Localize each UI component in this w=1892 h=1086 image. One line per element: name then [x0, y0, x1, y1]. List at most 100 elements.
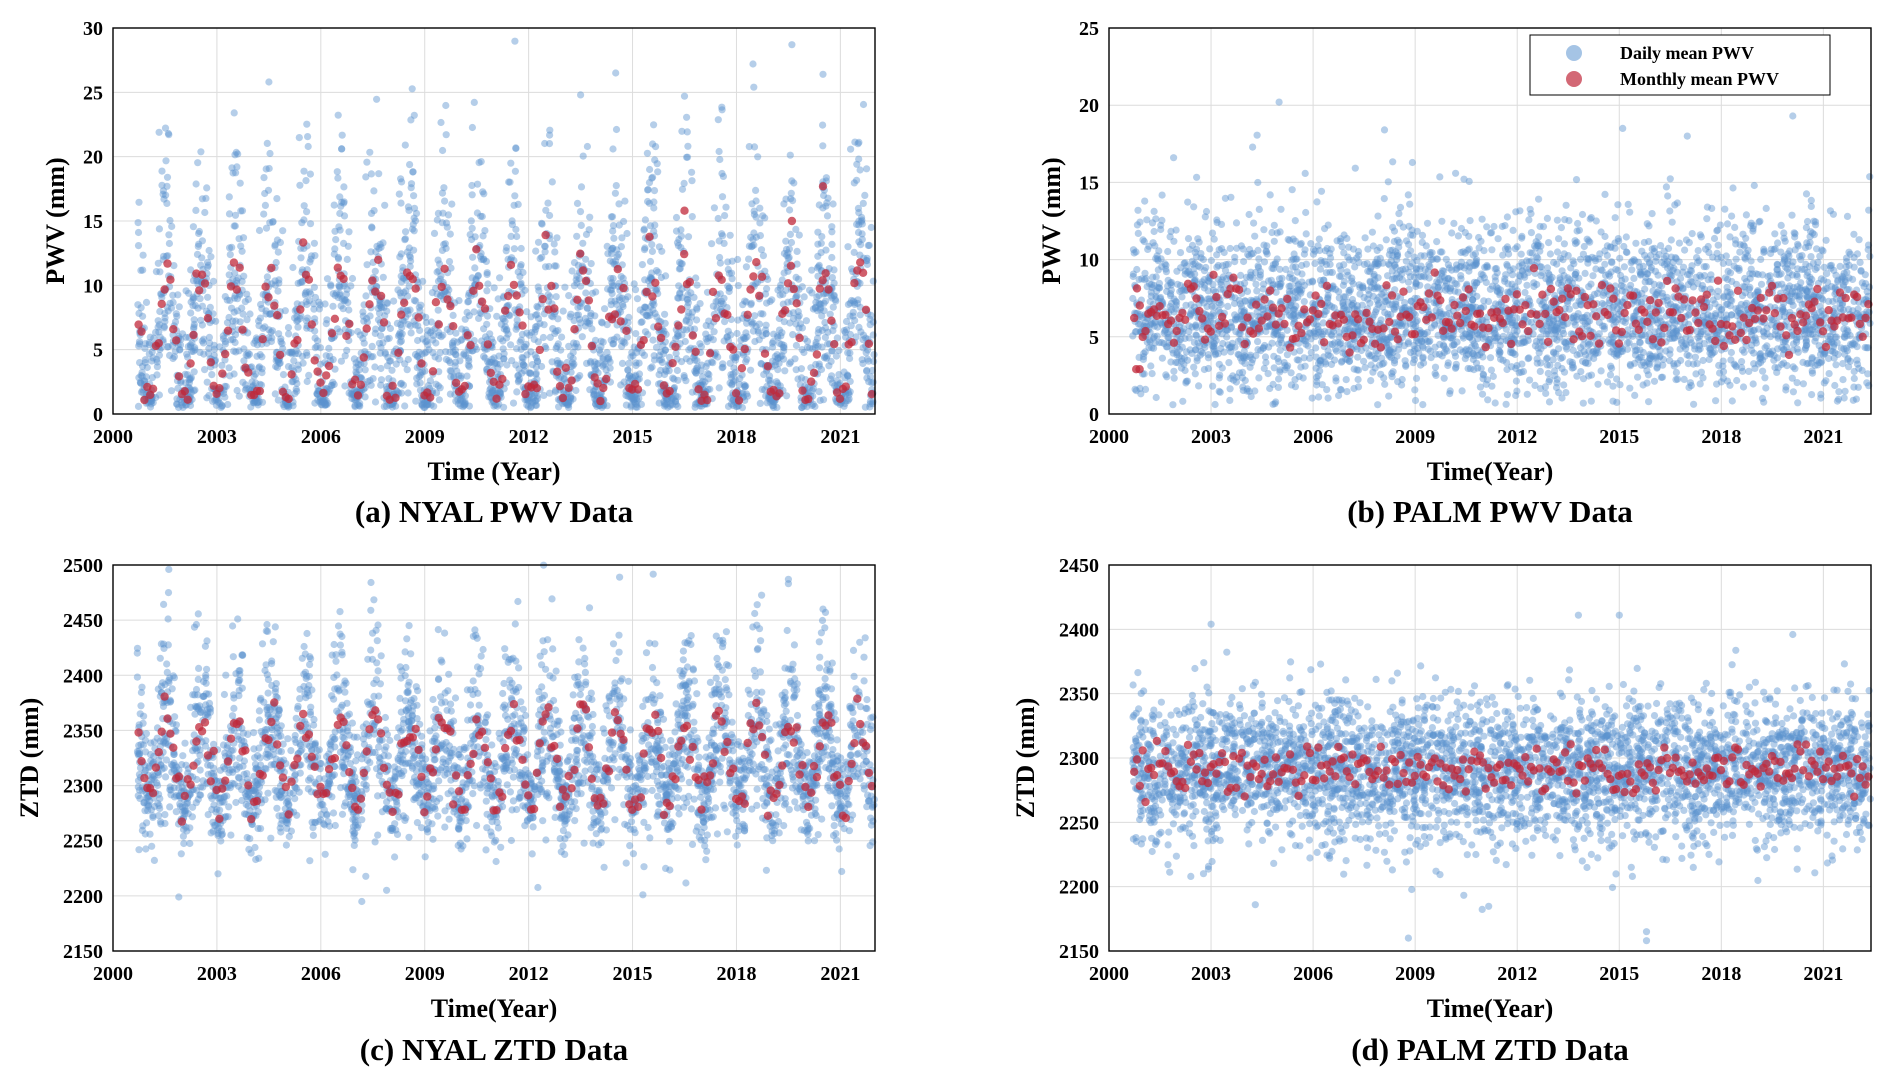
daily-point	[336, 209, 344, 218]
daily-point	[640, 351, 649, 359]
daily-point	[161, 309, 169, 317]
daily-point	[485, 360, 493, 368]
daily-point	[1820, 263, 1828, 271]
daily-point	[1866, 252, 1874, 260]
daily-point	[1477, 237, 1485, 245]
daily-point	[1808, 391, 1816, 399]
daily-point	[1170, 367, 1178, 375]
daily-point	[441, 197, 449, 205]
daily-point	[332, 289, 340, 297]
daily-point	[167, 304, 176, 312]
monthly-point	[711, 314, 721, 323]
daily-point	[660, 399, 669, 408]
daily-point	[734, 316, 742, 324]
monthly-point	[327, 329, 337, 338]
daily-point	[377, 332, 385, 340]
monthly-point	[374, 255, 383, 264]
monthly-point	[861, 305, 871, 314]
daily-point	[786, 230, 795, 238]
daily-point	[261, 189, 269, 198]
daily-point	[650, 121, 658, 129]
daily-point	[830, 292, 838, 300]
daily-point	[745, 242, 754, 250]
monthly-point	[293, 335, 302, 345]
daily-point	[1732, 255, 1740, 263]
daily-point	[297, 254, 305, 262]
daily-point	[478, 337, 486, 345]
daily-point	[314, 396, 322, 404]
daily-point	[669, 394, 677, 402]
daily-point	[1206, 245, 1214, 253]
daily-point	[401, 141, 409, 149]
daily-point	[387, 357, 395, 365]
daily-point	[233, 386, 241, 395]
daily-point	[859, 199, 867, 207]
daily-point	[201, 208, 209, 217]
daily-point	[472, 275, 480, 283]
daily-point	[511, 192, 519, 200]
daily-point	[279, 400, 287, 408]
daily-point	[315, 305, 323, 313]
daily-point	[757, 359, 765, 368]
daily-point	[158, 181, 166, 189]
daily-point	[152, 268, 160, 276]
daily-point	[496, 335, 505, 343]
monthly-point	[809, 368, 819, 377]
daily-point	[869, 378, 877, 386]
daily-point	[680, 92, 689, 100]
daily-point	[684, 299, 692, 307]
monthly-point	[668, 359, 677, 368]
daily-point	[519, 268, 527, 277]
daily-point	[258, 305, 266, 313]
daily-point	[752, 213, 760, 221]
daily-point	[1480, 297, 1488, 305]
daily-point	[519, 361, 528, 369]
daily-point	[477, 212, 485, 220]
monthly-point	[356, 380, 366, 389]
daily-point	[170, 353, 178, 361]
daily-point	[570, 339, 578, 347]
daily-point	[640, 226, 648, 234]
monthly-point	[792, 299, 801, 308]
daily-point	[553, 360, 562, 368]
daily-point	[609, 145, 617, 153]
daily-point	[576, 303, 584, 311]
monthly-point	[680, 249, 689, 259]
monthly-point	[509, 280, 519, 290]
daily-point	[298, 352, 307, 361]
monthly-point	[215, 384, 224, 393]
daily-point	[483, 287, 491, 295]
daily-point	[397, 389, 406, 397]
daily-point	[590, 390, 598, 398]
daily-point	[354, 327, 362, 336]
daily-point	[614, 250, 623, 258]
daily-point	[770, 330, 778, 338]
daily-point	[134, 228, 143, 237]
daily-point	[229, 169, 237, 177]
monthly-point	[576, 249, 585, 258]
daily-point	[866, 321, 874, 329]
daily-point	[615, 293, 624, 301]
daily-point	[769, 337, 777, 346]
daily-point	[654, 168, 662, 176]
monthly-point	[815, 284, 824, 293]
daily-point	[732, 353, 740, 361]
monthly-point	[428, 367, 438, 376]
daily-point	[221, 393, 229, 401]
daily-point	[192, 206, 200, 214]
monthly-point	[446, 301, 455, 311]
daily-point	[719, 172, 728, 180]
daily-point	[576, 208, 585, 216]
daily-point	[404, 203, 412, 211]
daily-point	[369, 353, 377, 361]
daily-point	[756, 399, 764, 407]
daily-point	[1315, 235, 1323, 243]
daily-point	[586, 319, 594, 328]
daily-point	[197, 148, 205, 156]
daily-point	[1253, 287, 1261, 295]
monthly-point	[602, 374, 611, 384]
daily-point	[731, 368, 739, 376]
daily-point	[1450, 219, 1458, 227]
daily-point	[1411, 396, 1420, 405]
daily-point	[348, 274, 357, 283]
